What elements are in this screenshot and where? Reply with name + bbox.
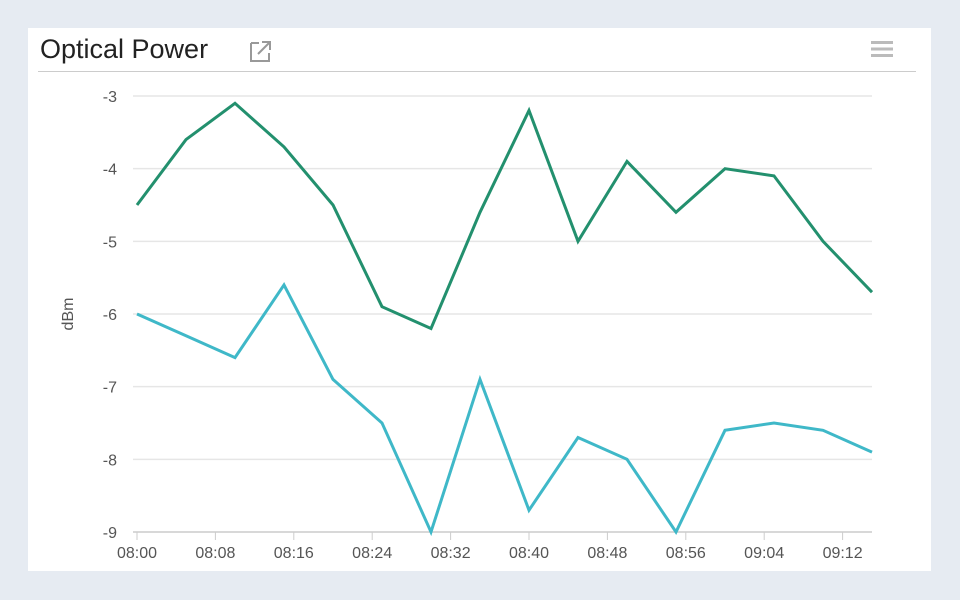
optical-power-panel: Optical Power -3 -4 -5 -6 -7 -8 -9 08:00 08:08 08… (28, 28, 931, 571)
y-tick-label: -3 (103, 89, 117, 106)
x-tick-label: 08:00 (117, 545, 157, 562)
external-link-icon[interactable] (249, 39, 273, 63)
series-line-2 (136, 281, 873, 537)
x-tick-label: 08:56 (666, 545, 706, 562)
hamburger-menu-icon[interactable] (871, 40, 893, 58)
x-tick-label: 08:40 (509, 545, 549, 562)
header-divider (38, 71, 916, 72)
series-line-1 (135, 101, 874, 331)
x-tick-label: 08:08 (195, 545, 235, 562)
y-tick-label: -6 (103, 307, 117, 324)
y-tick-label: -5 (103, 234, 117, 251)
x-tick-label: 08:48 (587, 545, 627, 562)
y-tick-label: -9 (103, 525, 117, 542)
x-tick-label: 08:24 (352, 545, 392, 562)
x-tick-label: 08:16 (274, 545, 314, 562)
x-tick-label: 09:12 (823, 545, 863, 562)
line-chart: -3 -4 -5 -6 -7 -8 -908:00 08:08 08:16 08:24 08:32 0… (60, 89, 874, 562)
y-tick-label: -4 (103, 162, 117, 179)
x-tick-label: 08:32 (431, 545, 471, 562)
y-axis-label: dBm (60, 298, 77, 331)
x-tick-label: 09:04 (744, 545, 784, 562)
panel-title: Optical Power (40, 34, 209, 64)
y-tick-label: -8 (103, 452, 117, 469)
y-tick-label: -7 (103, 380, 117, 397)
